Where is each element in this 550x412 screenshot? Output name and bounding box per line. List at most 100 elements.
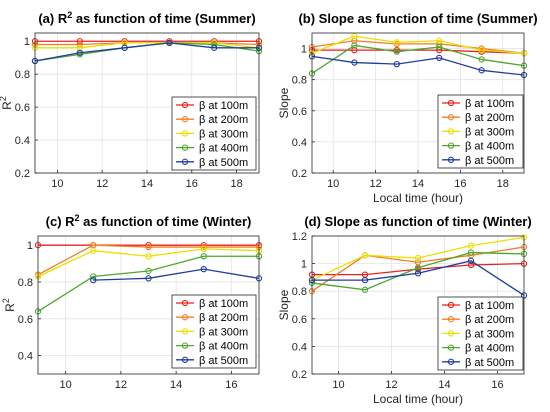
y-axis-label: Slope	[277, 289, 291, 320]
legend-item: β at 100m	[442, 98, 514, 110]
data-point	[393, 60, 400, 68]
legend-swatch-marker	[447, 142, 455, 149]
y-axis-label: R2	[0, 96, 14, 110]
data-point	[76, 38, 83, 45]
legend-swatch-marker	[181, 158, 189, 165]
data-point	[478, 46, 485, 54]
panel-title: (a) R2 as function of time (Summer)	[38, 10, 255, 26]
x-axis-label: Local time (hour)	[373, 392, 463, 406]
y-tick-label: 0.8	[292, 75, 307, 87]
data-point	[436, 37, 443, 44]
legend-item: β at 400m	[176, 143, 248, 155]
data-point	[211, 44, 218, 51]
series-4	[34, 253, 263, 315]
axes-box	[311, 32, 525, 174]
legend-item: β at 400m	[442, 343, 514, 355]
legend-label: β at 300m	[199, 326, 248, 338]
legend-item: β at 400m	[442, 141, 514, 153]
data-point	[200, 265, 207, 273]
legend-swatch-marker	[447, 358, 455, 365]
legend-swatch-marker	[181, 314, 189, 321]
legend-swatch-marker	[447, 99, 455, 107]
legend: β at 100m β at 200m β at 300m β at 400m β at…	[171, 294, 257, 369]
x-tick-label: 16	[186, 178, 198, 190]
legend-label: β at 500m	[465, 155, 514, 167]
x-tick-label: 14	[438, 379, 450, 391]
x-tick-label: 18	[230, 178, 242, 190]
data-point	[467, 261, 475, 269]
data-point	[478, 56, 485, 63]
y-tick-label: 0.6	[15, 102, 30, 114]
y-tick-label: 0.8	[18, 277, 33, 289]
legend-swatch-marker	[181, 101, 189, 109]
y-tick-label: 1.2	[292, 231, 307, 243]
legend-label: β at 500m	[199, 157, 248, 169]
data-point	[90, 247, 97, 254]
panel-c: 10 12 14 16 0.4 0.6 0.8 1 (c) R2 as function of …	[1, 213, 263, 391]
y-tick-label: 0.6	[292, 106, 307, 118]
y-tick-label: 1	[301, 44, 307, 56]
panel-title: (d) Slope as function of time (Winter)	[304, 214, 531, 229]
legend-swatch-marker	[181, 116, 189, 123]
data-point	[361, 252, 369, 259]
series-line	[35, 42, 260, 49]
legend-swatch-marker	[181, 144, 189, 151]
legend-label: β at 400m	[465, 141, 514, 153]
x-tick-label: 16	[491, 379, 503, 391]
series-line	[312, 260, 525, 296]
legend-swatch-marker	[447, 344, 455, 351]
series-line	[311, 44, 525, 74]
y-axis-label: R2	[1, 298, 17, 312]
data-point	[478, 67, 485, 74]
x-tick-label: 12	[369, 178, 381, 190]
legend-label: β at 300m	[465, 328, 514, 340]
legend-label: β at 300m	[465, 126, 514, 138]
legend-label: β at 100m	[199, 100, 248, 112]
x-tick-label: 14	[141, 178, 153, 190]
legend-label: β at 400m	[199, 143, 248, 155]
x-tick-label: 10	[332, 379, 344, 391]
legend-label: β at 200m	[199, 312, 248, 324]
legend-swatch-marker	[447, 330, 455, 337]
data-point	[76, 41, 83, 48]
y-tick-label: 0.6	[292, 314, 307, 326]
data-point	[145, 275, 152, 282]
legend-item: β at 300m	[442, 126, 514, 138]
legend-label: β at 500m	[465, 357, 514, 369]
legend-swatch-marker	[447, 301, 455, 309]
data-point	[145, 243, 152, 251]
legend-label: β at 400m	[465, 343, 514, 355]
legend-label: β at 200m	[465, 112, 514, 124]
y-axis-label: Slope	[277, 87, 291, 118]
legend-item: β at 100m	[176, 100, 248, 112]
legend-item: β at 100m	[442, 300, 514, 312]
legend-item: β at 300m	[176, 326, 248, 338]
data-point	[145, 242, 152, 249]
legend-item: β at 100m	[176, 298, 248, 310]
data-point	[200, 253, 207, 260]
axes-box	[311, 235, 525, 375]
y-tick-label: 0.4	[15, 135, 30, 147]
legend-item: β at 300m	[442, 328, 514, 340]
legend-item: β at 200m	[176, 114, 248, 126]
data-point	[145, 253, 152, 260]
legend-label: β at 100m	[199, 298, 248, 310]
y-tick-label: 0.6	[18, 314, 33, 326]
data-point	[393, 39, 400, 46]
y-tick-label: 0.2	[292, 369, 307, 381]
x-tick-label: 12	[385, 379, 397, 391]
legend-label: β at 400m	[199, 341, 248, 353]
y-tick-label: 1	[27, 240, 33, 252]
series-line	[34, 42, 259, 62]
y-tick-label: 0.4	[292, 137, 307, 149]
series-line	[311, 55, 525, 76]
series-line	[311, 40, 525, 54]
data-point	[436, 54, 443, 62]
x-tick-label: 12	[96, 178, 108, 190]
y-tick-label: 0.4	[292, 341, 307, 353]
series-line	[311, 35, 525, 54]
legend-swatch-marker	[447, 128, 455, 135]
axes-box	[34, 32, 260, 174]
data-point	[351, 59, 358, 66]
